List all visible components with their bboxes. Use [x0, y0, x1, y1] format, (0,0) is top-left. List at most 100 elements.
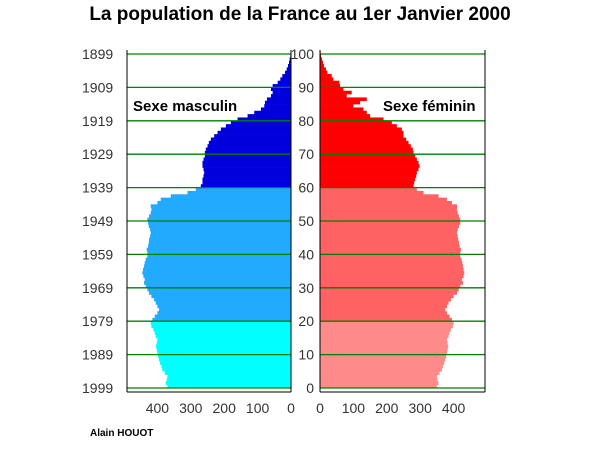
male-bar-age-63	[203, 174, 291, 178]
male-bar-age-42	[148, 244, 291, 249]
male-bar-age-18	[151, 324, 291, 329]
male-bar-age-28	[149, 291, 291, 295]
male-bar-age-16	[154, 331, 291, 335]
male-bar-age-0	[167, 384, 291, 389]
female-bar-age-8	[320, 357, 446, 362]
female-bar-age-14	[320, 337, 447, 342]
female-bar-age-83	[320, 107, 364, 112]
female-bar-age-65	[320, 167, 419, 172]
male-bar-age-10	[157, 351, 291, 355]
male-bar-age-67	[202, 160, 291, 165]
female-bar-age-85	[320, 100, 361, 105]
male-bar-age-23	[159, 307, 291, 312]
year-tick-label: 1969	[82, 280, 113, 296]
female-bar-age-63	[320, 174, 417, 178]
female-bar-age-58	[320, 190, 424, 195]
female-bar-age-11	[320, 347, 448, 352]
female-bar-age-16	[320, 331, 450, 335]
male-bar-age-19	[150, 321, 291, 325]
male-bar-age-98	[289, 57, 291, 61]
male-bar-age-71	[205, 147, 291, 152]
female-bar-age-20	[320, 317, 452, 322]
male-bar-age-56	[160, 197, 291, 202]
female-bar-age-31	[320, 281, 463, 285]
female-bar-age-3	[320, 374, 437, 379]
female-bar-age-52	[320, 210, 458, 215]
year-tick-label: 1929	[82, 146, 113, 162]
male-bar-age-52	[150, 210, 291, 215]
female-bar-age-70	[320, 150, 414, 155]
female-bar-age-43	[320, 241, 459, 245]
female-bar-age-12	[320, 344, 449, 349]
male-bar-age-22	[157, 311, 291, 315]
male-bar-age-75	[214, 134, 291, 138]
male-bar-age-84	[264, 104, 291, 108]
male-bar-age-92	[280, 77, 291, 82]
male-side-label: Sexe masculin	[133, 98, 237, 115]
female-bar-age-44	[320, 237, 459, 242]
male-bar-age-88	[272, 90, 291, 95]
male-bar-age-50	[147, 217, 291, 222]
male-bar-age-80	[237, 117, 291, 122]
male-bar-age-40	[147, 251, 291, 255]
male-bar-age-2	[166, 377, 291, 382]
year-tick-label: 1939	[82, 180, 113, 196]
male-bar-age-8	[159, 357, 291, 362]
male-bar-age-17	[153, 327, 291, 332]
male-bar-age-48	[148, 224, 291, 228]
male-bar-age-5	[162, 367, 291, 372]
male-bar-age-24	[157, 304, 291, 309]
female-bar-age-72	[320, 144, 411, 148]
female-bar-age-75	[320, 134, 404, 138]
male-bar-age-66	[202, 164, 291, 168]
male-bar-age-35	[143, 267, 291, 272]
female-bar-age-53	[320, 207, 457, 212]
male-bar-age-41	[146, 247, 291, 252]
male-x-tick-label: 0	[287, 400, 295, 416]
male-bar-age-4	[164, 371, 291, 375]
female-x-tick-label: 400	[442, 400, 466, 416]
female-bar-age-40	[320, 251, 461, 255]
female-bar-age-22	[320, 311, 447, 315]
female-bar-age-9	[320, 354, 447, 359]
female-bar-age-45	[320, 234, 458, 238]
female-bar-age-4	[320, 371, 440, 375]
female-bar-age-77	[320, 127, 402, 132]
year-tick-label: 1899	[82, 46, 113, 62]
male-bar-age-7	[160, 361, 291, 365]
female-bar-age-25	[320, 301, 449, 305]
female-bar-age-95	[320, 67, 327, 71]
decade-gridlines	[127, 53, 485, 389]
age-tick-label: 0	[306, 380, 314, 396]
female-bar-age-56	[320, 197, 447, 202]
female-bar-age-34	[320, 271, 465, 275]
male-bar-age-37	[144, 261, 291, 265]
male-bar-age-44	[149, 237, 291, 242]
female-bar-age-99	[320, 54, 322, 58]
age-tick-label: 70	[298, 146, 314, 162]
female-x-tick-label: 100	[342, 400, 366, 416]
male-bar-age-76	[217, 130, 291, 135]
male-bar-age-15	[155, 334, 291, 339]
female-bar-age-79	[320, 120, 392, 125]
female-bar-age-82	[320, 110, 367, 115]
female-bar-age-39	[320, 254, 461, 259]
male-bar-age-36	[144, 264, 291, 269]
female-bar-age-37	[320, 261, 463, 265]
male-bar-age-89	[270, 87, 291, 92]
female-x-tick-label: 200	[375, 400, 399, 416]
female-x-tick-label: 0	[316, 400, 324, 416]
female-bar-age-67	[320, 160, 419, 165]
age-tick-label: 40	[298, 246, 314, 262]
male-bar-age-53	[151, 207, 291, 212]
female-side-label: Sexe féminin	[383, 98, 476, 115]
female-bar-age-27	[320, 294, 454, 299]
age-tick-label: 60	[298, 180, 314, 196]
male-bar-age-43	[148, 241, 291, 245]
female-bar-age-98	[320, 57, 323, 61]
female-bar-age-0	[320, 384, 437, 389]
age-tick-label: 80	[298, 113, 314, 129]
female-bar-age-26	[320, 297, 451, 302]
female-x-tick-label: 300	[409, 400, 433, 416]
age-tick-label: 100	[291, 46, 315, 62]
